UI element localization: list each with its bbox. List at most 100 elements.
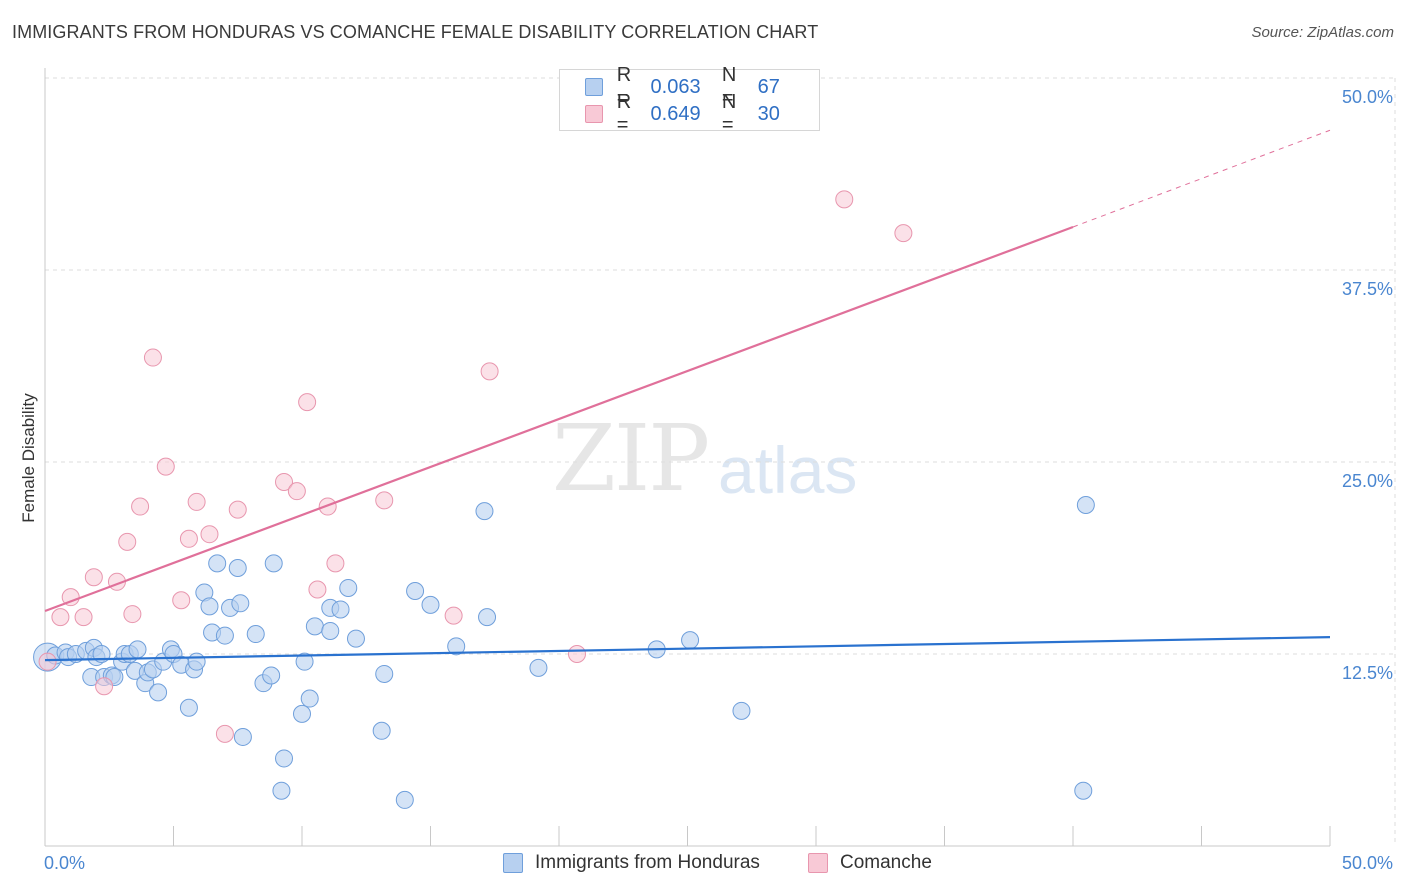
comanche-trend-line [44, 225, 1074, 613]
legend-r-value: 0.649 [650, 102, 701, 125]
y-tick-label: 25.0% [1342, 471, 1393, 491]
comanche-point [156, 457, 175, 476]
honduras-point [293, 704, 311, 723]
comanche-point [84, 568, 103, 587]
honduras-point [478, 608, 497, 627]
honduras-point [233, 727, 252, 746]
honduras-point [262, 666, 281, 685]
tick-labels: 12.5% 25.0% 37.5% 50.0% 0.0% 50.0% [44, 87, 1393, 873]
series-legend: Immigrants from Honduras Comanche [0, 852, 1406, 878]
honduras-point [300, 689, 319, 708]
honduras-point [275, 749, 294, 768]
comanche-point [51, 608, 70, 627]
honduras-trend-line [44, 636, 1331, 662]
y-tick-label: 50.0% [1342, 87, 1393, 107]
comanche-point [444, 606, 463, 625]
x-tick-label: 50.0% [1342, 853, 1393, 873]
watermark-atlas: atlas [718, 433, 858, 507]
honduras-point [272, 781, 291, 800]
honduras-point [149, 683, 168, 702]
y-axis-label: Female Disability [19, 393, 38, 523]
honduras-point [264, 554, 283, 573]
comanche-point [275, 472, 294, 491]
comanche-point [894, 224, 913, 243]
comanche-point [835, 190, 854, 209]
axes [44, 68, 1331, 847]
honduras-point [200, 597, 219, 616]
honduras-point [321, 621, 340, 640]
honduras-point [475, 502, 494, 521]
comanche-point [298, 393, 317, 412]
legend-row-honduras: R = 0.063 N = 67 [585, 64, 819, 109]
honduras-point [447, 637, 466, 656]
legend-item-label: Immigrants from Honduras [535, 852, 760, 873]
honduras-point [231, 594, 250, 613]
honduras-point [305, 617, 324, 636]
honduras-point [208, 554, 227, 573]
honduras-point [1076, 496, 1095, 515]
legend-r-label: R = [616, 64, 632, 109]
legend-n-label: N = [721, 64, 737, 109]
honduras-point [395, 790, 414, 809]
honduras-point [406, 582, 425, 601]
legend-n-value: 67 [757, 75, 780, 98]
honduras-point [295, 652, 314, 671]
trend-lines [44, 129, 1331, 662]
comanche-point [95, 677, 114, 696]
honduras-point [246, 625, 265, 644]
honduras-point [179, 698, 198, 717]
honduras-point [339, 578, 358, 597]
comanche-point [228, 500, 247, 519]
honduras-point [375, 664, 394, 683]
legend-swatch-blue [503, 853, 523, 873]
honduras-point [529, 658, 548, 677]
legend-item-honduras: Immigrants from Honduras [503, 852, 760, 874]
honduras-point [331, 600, 350, 619]
chart-title: IMMIGRANTS FROM HONDURAS VS COMANCHE FEM… [12, 22, 819, 42]
legend-item-comanche: Comanche [808, 852, 932, 874]
x-tick-label: 0.0% [44, 853, 85, 873]
honduras-point [228, 558, 247, 577]
legend-swatch-blue [585, 78, 603, 96]
comanche-point [118, 532, 137, 551]
honduras-point [372, 721, 391, 740]
honduras-point [128, 640, 147, 659]
comanche-point [308, 580, 327, 599]
honduras-point [681, 631, 700, 650]
comanche-point [326, 554, 345, 573]
comanche-point [567, 645, 586, 663]
honduras-point [215, 626, 234, 645]
comanche-point [287, 482, 306, 501]
comanche-point [172, 591, 191, 610]
comanche-point [187, 492, 206, 511]
correlation-legend: R = 0.063 N = 67 R = 0.649 N = 30 [559, 64, 820, 136]
legend-n-value: 30 [757, 102, 780, 125]
honduras-point [421, 595, 440, 614]
legend-r-label: R = [616, 91, 632, 136]
legend-swatch-pink [585, 105, 603, 123]
series-comanche-points [38, 190, 913, 743]
source-label: Source: ZipAtlas.com [1251, 24, 1394, 41]
legend-n-label: N = [721, 91, 737, 136]
comanche-point [179, 529, 198, 548]
comanche-point [74, 608, 93, 627]
comanche-point [143, 348, 162, 367]
comanche-point [38, 652, 57, 671]
comanche-trend-extension [1072, 129, 1331, 228]
honduras-point [1074, 781, 1093, 800]
honduras-point [732, 701, 751, 720]
comanche-point [123, 605, 142, 624]
honduras-point [346, 629, 365, 648]
watermark-zip: ZIP [552, 405, 710, 512]
legend-r-value: 0.063 [650, 75, 701, 98]
comanche-point [131, 497, 150, 516]
legend-item-label: Comanche [840, 852, 932, 873]
comanche-point [375, 491, 394, 510]
legend-row-comanche: R = 0.649 N = 30 [585, 91, 819, 136]
y-tick-label: 12.5% [1342, 663, 1393, 683]
comanche-point [215, 724, 234, 743]
y-tick-label: 37.5% [1342, 279, 1393, 299]
honduras-point [187, 652, 206, 671]
legend-swatch-pink [808, 853, 828, 873]
